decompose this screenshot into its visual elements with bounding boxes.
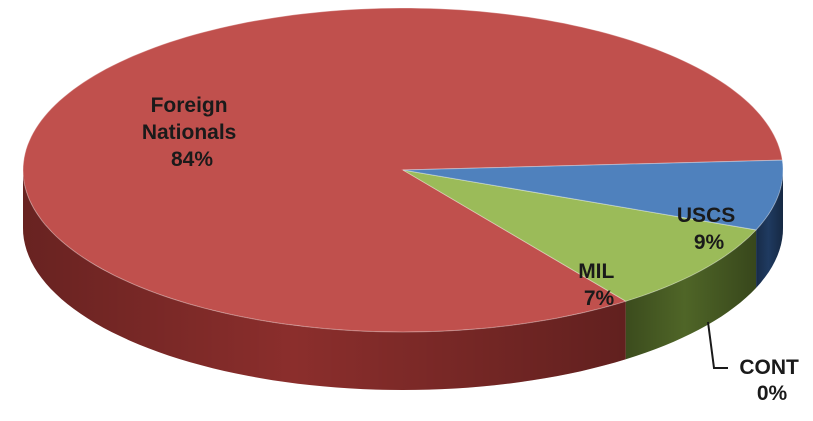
pie-labels: Foreign Nationals 84% USCS 9% MIL 7% CON… [142,94,804,405]
pie-side-shade-uscs [625,229,757,360]
pie-sides [23,170,783,390]
pie-slice-foreign-nationals [22,7,783,333]
label-cont: CONT 0% [739,356,804,405]
label-foreign-nationals: Foreign Nationals 84% [142,94,242,171]
pie-slice-mil [402,159,784,231]
label-mil: MIL 7% [578,260,620,310]
leader-line-cont [707,321,728,369]
pie-slice-uscs [402,169,758,302]
pie-side-shade-foreign-nationals [23,170,626,390]
pie-slices [22,7,784,333]
label-uscs: USCS 9% [677,204,741,254]
pie-side-shade-mil [756,170,783,288]
